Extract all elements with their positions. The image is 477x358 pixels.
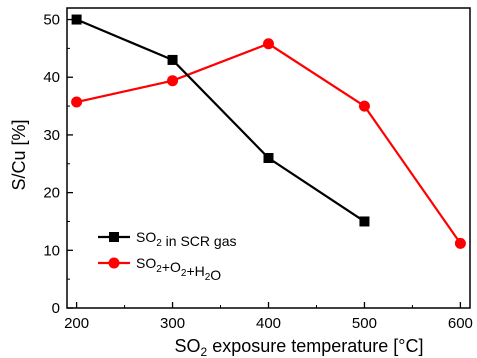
legend-item-2: SO2+O2+H2O	[98, 255, 221, 283]
legend-marker	[109, 232, 119, 242]
series-1	[71, 14, 370, 227]
legend-marker	[108, 257, 120, 269]
legend-label: SO2 in SCR gas	[136, 229, 237, 249]
data-point	[167, 54, 178, 65]
data-point	[263, 38, 274, 50]
y-tick-label: 10	[43, 242, 60, 259]
y-tick-label: 40	[43, 69, 60, 86]
series-layer	[71, 14, 466, 249]
data-point	[359, 216, 370, 227]
y-tick-label: 30	[43, 127, 60, 144]
data-point	[71, 14, 82, 25]
data-point	[454, 237, 466, 249]
legend-item-1: SO2 in SCR gas	[98, 229, 237, 249]
data-point	[71, 96, 83, 108]
y-tick-label: 50	[43, 12, 60, 29]
legend-label: SO2+O2+H2O	[136, 255, 221, 283]
series-line	[76, 18, 366, 223]
y-axis-label: S/Cu [%]	[9, 119, 29, 190]
x-axis-label: SO2 exposure temperature [°C]	[174, 336, 423, 358]
data-point	[167, 75, 179, 87]
tick-labels: 200 300 400 500 600 0 10 20 30 40 50	[43, 12, 473, 332]
y-tick-label: 20	[43, 185, 60, 202]
x-tick-label: 400	[256, 315, 281, 332]
data-point	[358, 100, 370, 112]
x-tick-label: 300	[160, 315, 185, 332]
x-tick-label: 200	[64, 315, 89, 332]
y-tick-label: 0	[52, 300, 60, 317]
legend: SO2 in SCR gas SO2+O2+H2O	[98, 229, 237, 283]
x-tick-label: 500	[352, 315, 377, 332]
x-tick-label: 600	[448, 315, 473, 332]
series-line	[76, 42, 462, 245]
ticks	[67, 18, 462, 309]
series-2	[71, 38, 466, 249]
data-point	[263, 153, 274, 163]
